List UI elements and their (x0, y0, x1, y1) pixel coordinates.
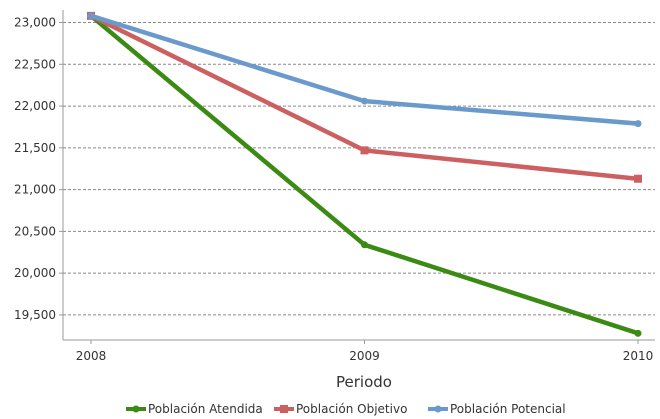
data-point-poblaci-n-potencial (634, 120, 642, 128)
axes (62, 10, 655, 341)
x-tick-label: 2009 (349, 349, 380, 363)
legend-label-poblaci-n-atendida: Población Atendida (148, 402, 263, 416)
x-tick-label: 2008 (76, 349, 107, 363)
y-tick-label: 20,000 (14, 266, 56, 280)
data-point-poblaci-n-potencial (361, 97, 368, 105)
data-point-poblaci-n-potencial (87, 12, 95, 20)
y-tick-label: 22,000 (14, 99, 56, 113)
legend-label-poblaci-n-potencial: Población Potencial (450, 402, 566, 416)
series-line-poblaci-n-atendida (88, 13, 641, 336)
legend-marker-poblaci-n-atendida (132, 405, 140, 413)
series-lines (87, 11, 642, 337)
data-point-poblaci-n-atendida (634, 329, 642, 337)
y-tick-label: 23,000 (14, 16, 56, 30)
x-tick-label: 2010 (623, 349, 654, 363)
data-point-poblaci-n-atendida (361, 241, 368, 249)
data-point-poblaci-n-objetivo (360, 146, 369, 155)
y-tick-label: 21,000 (14, 183, 56, 197)
series-line-poblaci-n-potencial (88, 13, 641, 126)
y-tick-label: 20,500 (14, 224, 56, 238)
y-tick-label: 19,500 (14, 308, 56, 322)
data-point-poblaci-n-objetivo (634, 174, 642, 183)
legend-label-poblaci-n-objetivo: Población Objetivo (296, 402, 407, 416)
legend-marker-poblaci-n-potencial (434, 405, 442, 413)
legend-marker-poblaci-n-objetivo (280, 405, 288, 413)
y-tick-labels: 19,500 20,000 20,500 21,000 21,500 22,000 22,5… (14, 16, 63, 322)
y-tick-label: 22,500 (14, 57, 56, 71)
legend: Población Atendida Población Objetivo Pobl… (126, 402, 566, 416)
x-axis-title: Periodo (336, 373, 392, 391)
y-tick-label: 21,500 (14, 141, 56, 155)
x-tick-labels: 2008 2009 2010 (76, 340, 654, 363)
